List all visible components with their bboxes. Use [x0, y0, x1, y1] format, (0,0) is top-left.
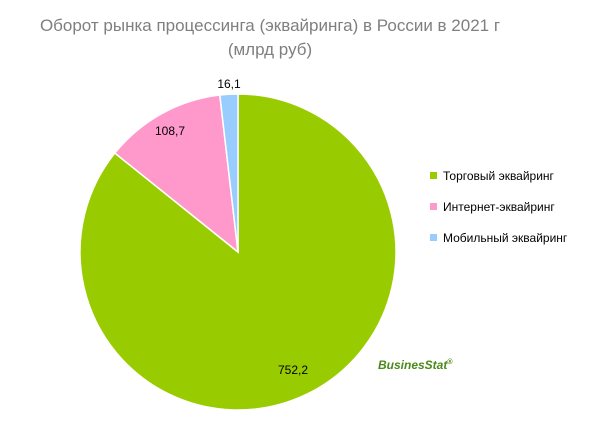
- data-label-mobile: 16,1: [217, 77, 241, 91]
- data-label-retail: 752,2: [278, 363, 308, 377]
- chart-legend: Торговый эквайринг Интернет-эквайринг Мо…: [430, 160, 567, 253]
- chart-title: Оборот рынка процессинга (эквайринга) в …: [0, 14, 540, 62]
- legend-item-mobile: Мобильный эквайринг: [430, 222, 567, 253]
- legend-item-internet: Интернет-эквайринг: [430, 191, 567, 222]
- legend-swatch-retail: [430, 172, 437, 179]
- legend-label-mobile: Мобильный эквайринг: [443, 230, 568, 245]
- pie-slice-internet: [113, 94, 239, 254]
- legend-swatch-internet: [430, 203, 437, 210]
- businesstat-logo-text: BusinesStat: [378, 358, 448, 372]
- legend-label-internet: Интернет-эквайринг: [443, 199, 555, 214]
- legend-label-retail: Торговый эквайринг: [443, 168, 554, 183]
- legend-swatch-mobile: [430, 234, 437, 241]
- data-label-internet: 108,7: [155, 124, 185, 138]
- legend-item-retail: Торговый эквайринг: [430, 160, 567, 191]
- chart-title-line-1: Оборот рынка процессинга (эквайринга) в …: [39, 16, 501, 35]
- chart-title-line-2: (млрд руб): [227, 40, 313, 59]
- pie-slice-mobile: [218, 93, 239, 253]
- registered-mark: ®: [447, 359, 453, 366]
- businesstat-logo: BusinesStat®: [378, 358, 453, 372]
